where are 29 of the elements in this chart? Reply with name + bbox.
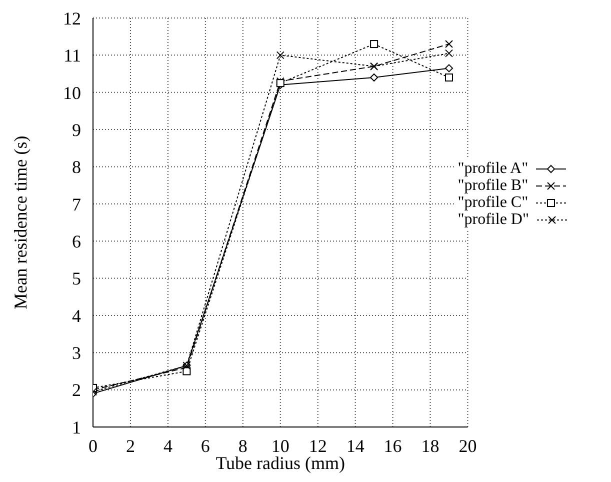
x-tick-label: 10	[271, 436, 290, 456]
y-tick-label: 1	[72, 417, 81, 438]
x-tick-label: 12	[308, 436, 327, 456]
x-axis-title: Tube radius (mm)	[216, 453, 346, 473]
y-tick-label: 6	[72, 231, 81, 252]
x-tick-label: 0	[88, 436, 98, 456]
y-tick-label: 11	[64, 46, 81, 66]
x-tick-label: 6	[200, 436, 210, 456]
x-tick-label: 20	[458, 436, 477, 456]
x-tick-label: 16	[384, 436, 402, 456]
y-tick-label: 7	[72, 194, 81, 214]
legend-label: "profile D"	[458, 210, 529, 228]
x-tick-label: 8	[238, 436, 248, 456]
x-tick-label: 2	[126, 436, 135, 456]
y-tick-label: 9	[72, 120, 81, 140]
y-tick-label: 8	[72, 157, 81, 178]
y-tick-label: 2	[72, 380, 81, 400]
y-tick-label: 4	[72, 306, 81, 326]
legend-label: "profile A"	[458, 160, 528, 178]
y-tick-label: 5	[72, 268, 81, 289]
x-tick-label: 18	[421, 436, 440, 456]
y-axis-title: Mean residence time (s)	[10, 136, 30, 310]
legend-label: "profile B"	[458, 176, 528, 194]
y-tick-label: 12	[63, 8, 81, 28]
x-tick-label: 4	[163, 436, 172, 456]
legend-label: "profile C"	[458, 194, 528, 212]
x-tick-label: 14	[346, 436, 364, 456]
y-tick-label: 10	[63, 82, 81, 103]
y-tick-label: 3	[72, 343, 81, 364]
